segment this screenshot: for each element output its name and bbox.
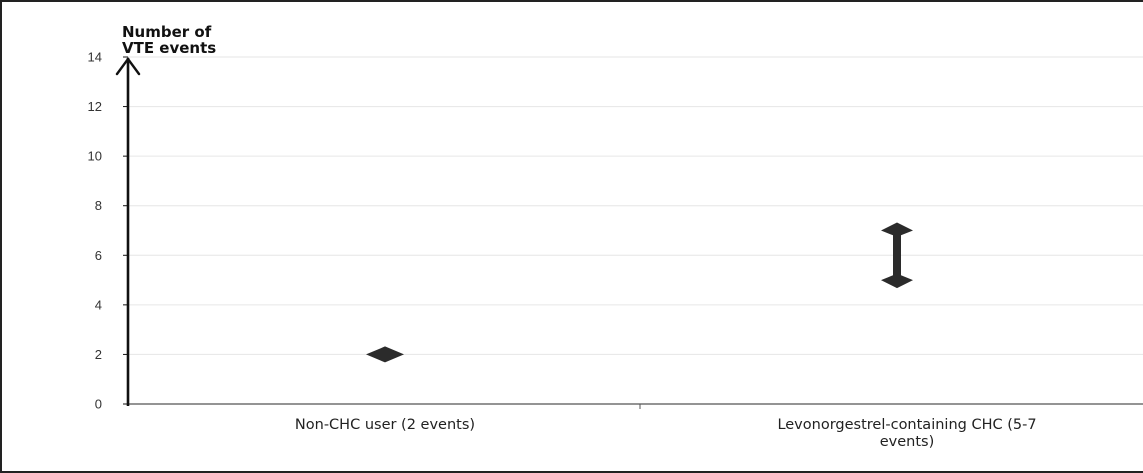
y-tick-label: 12 xyxy=(88,99,102,114)
y-tick-label: 4 xyxy=(95,297,102,312)
x-category-label: events) xyxy=(880,434,935,450)
y-tick-label: 10 xyxy=(88,149,102,164)
x-category-label: Levonorgestrel-containing CHC (5-7 xyxy=(777,417,1036,433)
category-labels: Non-CHC user (2 events) Levonorgestrel-co… xyxy=(295,417,1037,450)
y-tick-label: 0 xyxy=(95,397,102,412)
y-axis-title-line: VTE events xyxy=(122,39,216,57)
y-axis-arrowhead xyxy=(115,56,141,76)
gridlines xyxy=(128,56,1143,355)
y-axis-title-line: Number of xyxy=(122,23,212,41)
data-range-double-arrow xyxy=(881,222,913,289)
data-marks xyxy=(366,222,913,363)
y-tick-label: 8 xyxy=(95,198,102,213)
data-point-diamond xyxy=(366,346,404,363)
x-category-label: Non-CHC user (2 events) xyxy=(295,417,475,433)
y-tick-label: 6 xyxy=(95,248,102,263)
axes xyxy=(115,56,1143,409)
y-tick-label: 2 xyxy=(95,347,102,362)
y-tick-label: 14 xyxy=(88,50,102,65)
y-axis-ticks: 0 2 4 6 8 10 12 14 xyxy=(88,50,128,412)
